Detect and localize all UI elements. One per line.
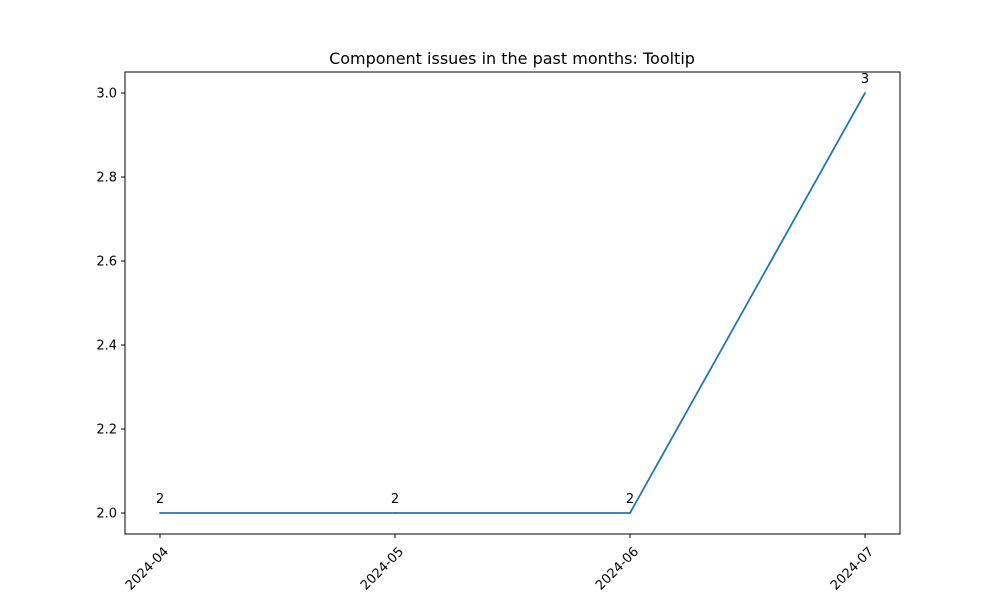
y-tick-label: 2.8 [96, 171, 117, 186]
x-tick-label: 2024-04 [123, 544, 172, 593]
x-tick-label: 2024-05 [358, 544, 407, 593]
y-tick-label: 2.6 [96, 255, 117, 270]
y-tick-label: 3.0 [96, 87, 117, 102]
data-label: 3 [861, 72, 869, 87]
chart-title: Component issues in the past months: Too… [329, 49, 695, 68]
data-point [629, 512, 631, 514]
data-label: 2 [391, 492, 399, 507]
y-tick-label: 2.0 [96, 507, 117, 522]
x-tick-label: 2024-07 [828, 544, 877, 593]
data-label: 2 [156, 492, 164, 507]
data-label: 2 [626, 492, 634, 507]
plot-area: 2.0 2.2 2.4 2.6 2.8 3.0 2024-04 2024-05 2024-06 2… [96, 71, 901, 593]
data-point [864, 92, 866, 94]
y-tick-label: 2.2 [96, 423, 117, 438]
x-tick-label: 2024-06 [593, 544, 642, 593]
data-point [159, 512, 161, 514]
plot-frame [124, 71, 901, 535]
data-point [394, 512, 396, 514]
y-tick-label: 2.4 [96, 339, 117, 354]
series-line [160, 92, 866, 514]
